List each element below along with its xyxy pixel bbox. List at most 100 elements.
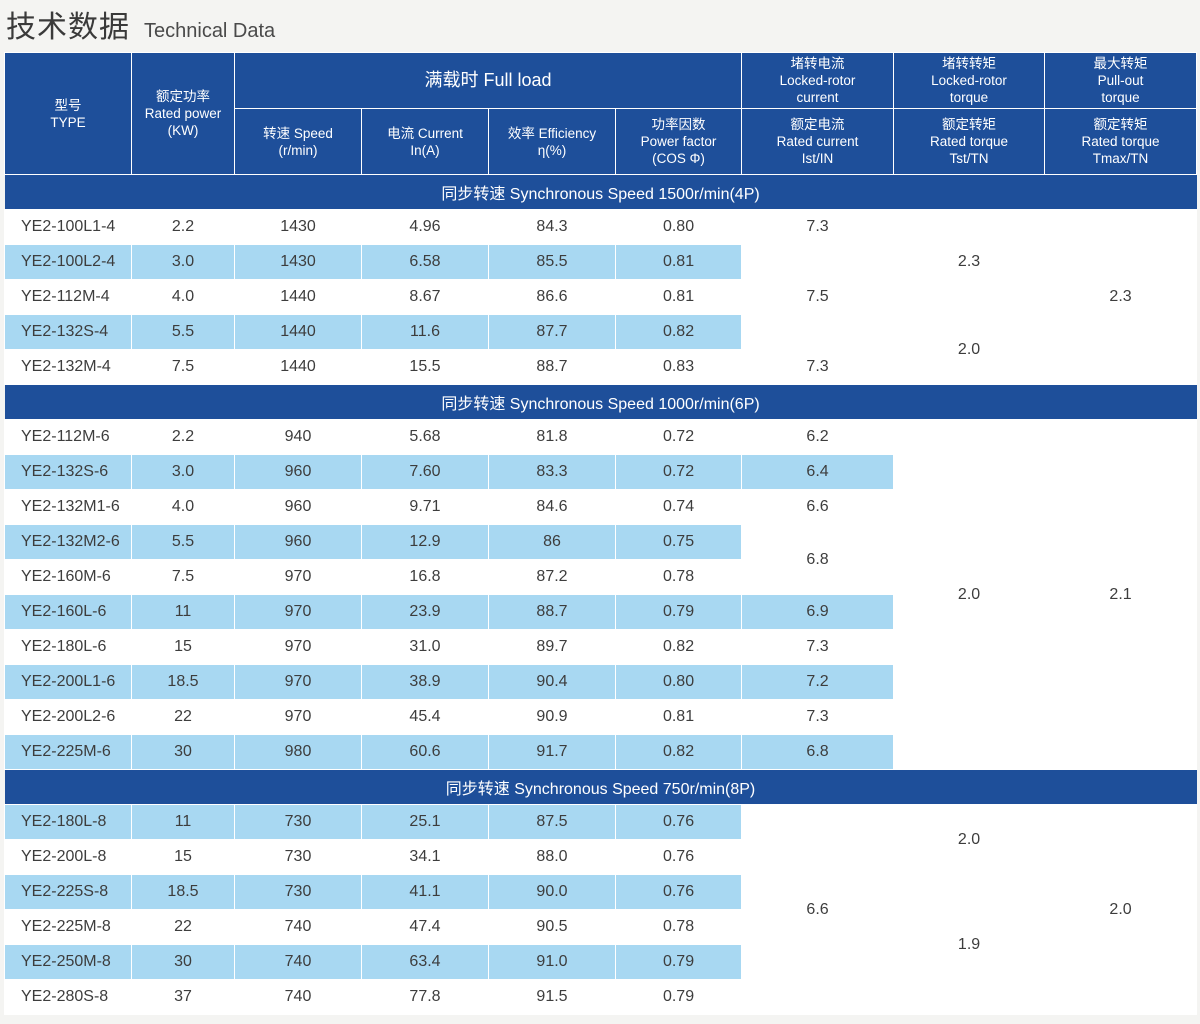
header-locked-torque-en2: torque <box>949 90 989 105</box>
cell-power: 3.0 <box>131 454 235 490</box>
technical-data-table: 型号 TYPE 额定功率 Rated power (KW) 满载时 Full l… <box>4 52 1198 1015</box>
cell-speed: 740 <box>234 909 362 945</box>
cell-power-factor: 0.78 <box>614 909 743 945</box>
cell-power-factor: 0.79 <box>614 944 743 980</box>
header-tmax-cn: 额定转矩 <box>1093 117 1148 132</box>
header-tst-en: Rated torque <box>930 134 1009 149</box>
cell-power: 15 <box>131 629 235 665</box>
cell-power: 18.5 <box>131 874 235 910</box>
cell-speed: 970 <box>234 559 362 595</box>
cell-model: YE2-180L-6 <box>4 629 132 665</box>
cell-current: 38.9 <box>361 664 489 700</box>
header-rated-power-en: Rated power <box>144 106 222 121</box>
cell-power: 4.0 <box>131 489 235 525</box>
header-full-load: 满载时 Full load <box>233 52 743 109</box>
cell-current: 25.1 <box>361 804 489 840</box>
cell-efficiency: 89.7 <box>488 629 616 665</box>
header-locked-current-en1: Locked-rotor <box>779 73 856 88</box>
cell-speed: 1440 <box>234 279 362 315</box>
header-ist-cn: 额定电流 <box>790 117 845 132</box>
cell-tst: 2.0 <box>893 314 1046 385</box>
cell-speed: 730 <box>234 839 362 875</box>
cell-ist: 7.3 <box>741 629 895 665</box>
cell-current: 9.71 <box>361 489 489 525</box>
cell-speed: 960 <box>234 454 362 490</box>
cell-power-factor: 0.82 <box>614 629 743 665</box>
header-max-torque-cn: 最大转矩 <box>1093 56 1148 71</box>
cell-power: 30 <box>131 734 235 770</box>
cell-power-factor: 0.78 <box>614 559 743 595</box>
cell-power-factor: 0.76 <box>614 804 743 840</box>
header-max-torque-en2: torque <box>1101 90 1140 105</box>
cell-speed: 970 <box>234 594 362 630</box>
table-row: YE2-132S-6 3.0 960 7.60 83.3 0.72 6.4 <box>4 454 1197 490</box>
header-power-factor-unit: (COS Φ) <box>652 151 705 166</box>
header-locked-current-cn: 堵转电流 <box>790 56 845 71</box>
cell-current: 6.58 <box>361 244 489 280</box>
cell-current: 34.1 <box>361 839 489 875</box>
cell-speed: 960 <box>234 489 362 525</box>
cell-power: 11 <box>131 804 235 840</box>
cell-model: YE2-225M-8 <box>4 909 132 945</box>
cell-power: 2.2 <box>131 419 235 455</box>
cell-power-factor: 0.81 <box>614 699 743 735</box>
table-row: YE2-180L-8 11 730 25.1 87.5 0.76 6.6 2.0… <box>4 804 1198 1015</box>
cell-tmax: 2.3 <box>1044 209 1198 385</box>
cell-efficiency: 90.0 <box>488 874 616 910</box>
cell-power-factor: 0.81 <box>614 279 743 315</box>
table-header: 型号 TYPE 额定功率 Rated power (KW) 满载时 Full l… <box>4 52 1198 175</box>
cell-efficiency: 88.7 <box>488 594 616 630</box>
section-header: 同步转速 Synchronous Speed 750r/min(8P) <box>4 769 1197 805</box>
cell-model: YE2-112M-6 <box>4 419 132 455</box>
cell-speed: 730 <box>234 874 362 910</box>
cell-power-factor: 0.75 <box>614 524 743 560</box>
cell-model: YE2-225M-6 <box>4 734 132 770</box>
cell-model: YE2-132M2-6 <box>4 524 132 560</box>
page-title-cn: 技术数据 <box>6 11 130 44</box>
cell-current: 31.0 <box>361 629 489 665</box>
table-row: YE2-200L1-6 18.5 970 38.9 90.4 0.80 7.2 <box>4 664 1197 700</box>
cell-ist: 7.3 <box>741 209 895 245</box>
cell-power: 18.5 <box>131 664 235 700</box>
cell-efficiency: 90.4 <box>488 664 616 700</box>
cell-power-factor: 0.74 <box>614 489 743 525</box>
header-tmax-en: Rated torque <box>1081 134 1160 149</box>
section-4p: 同步转速 Synchronous Speed 1500r/min(4P) YE2… <box>4 174 1198 385</box>
cell-power-factor: 0.80 <box>614 209 743 245</box>
cell-ist: 6.8 <box>741 734 895 770</box>
cell-model: YE2-200L-8 <box>4 839 132 875</box>
cell-ist: 7.3 <box>741 349 895 385</box>
cell-power: 22 <box>131 909 235 945</box>
table-row: YE2-180L-6 15 970 31.0 89.7 0.82 7.3 <box>4 629 1197 665</box>
cell-power: 4.0 <box>131 279 235 315</box>
cell-efficiency: 81.8 <box>488 419 616 455</box>
header-type: 型号 TYPE <box>4 52 132 175</box>
cell-ist: 6.8 <box>741 524 895 595</box>
cell-ist: 7.5 <box>741 244 895 350</box>
cell-tst: 1.9 <box>893 874 1046 1015</box>
header-rated-power-cn: 额定功率 <box>156 89 210 104</box>
cell-tst: 2.0 <box>893 804 1046 875</box>
header-locked-rotor-current: 堵转电流 Locked-rotor current <box>741 52 895 109</box>
cell-power: 5.5 <box>131 524 235 560</box>
header-ist-ratio: Ist/IN <box>801 151 834 166</box>
cell-tst: 2.3 <box>893 209 1046 315</box>
cell-power: 2.2 <box>131 209 235 245</box>
section-header: 同步转速 Synchronous Speed 1500r/min(4P) <box>4 174 1197 210</box>
table-row: YE2-112M-4 4.0 1440 8.67 86.6 0.81 <box>4 279 1197 315</box>
cell-efficiency: 91.5 <box>488 979 616 1015</box>
section-title: 同步转速 Synchronous Speed 1500r/min(4P) <box>4 174 1197 210</box>
cell-power-factor: 0.76 <box>614 839 743 875</box>
cell-power-factor: 0.83 <box>614 349 743 385</box>
header-type-cn: 型号 <box>54 97 82 113</box>
cell-efficiency: 84.3 <box>488 209 616 245</box>
header-rated-current-ratio: 额定电流 Rated current Ist/IN <box>741 108 895 175</box>
page-title-en: Technical Data <box>144 20 276 42</box>
cell-efficiency: 88.7 <box>488 349 616 385</box>
table-row: YE2-225M-6 30 980 60.6 91.7 0.82 6.8 <box>4 734 1197 770</box>
cell-model: YE2-100L2-4 <box>4 244 132 280</box>
cell-current: 47.4 <box>361 909 489 945</box>
header-speed-label: 转速 Speed <box>263 125 333 141</box>
table-row: YE2-100L2-4 3.0 1430 6.58 85.5 0.81 7.5 <box>4 244 1197 350</box>
cell-power-factor: 0.82 <box>614 734 743 770</box>
